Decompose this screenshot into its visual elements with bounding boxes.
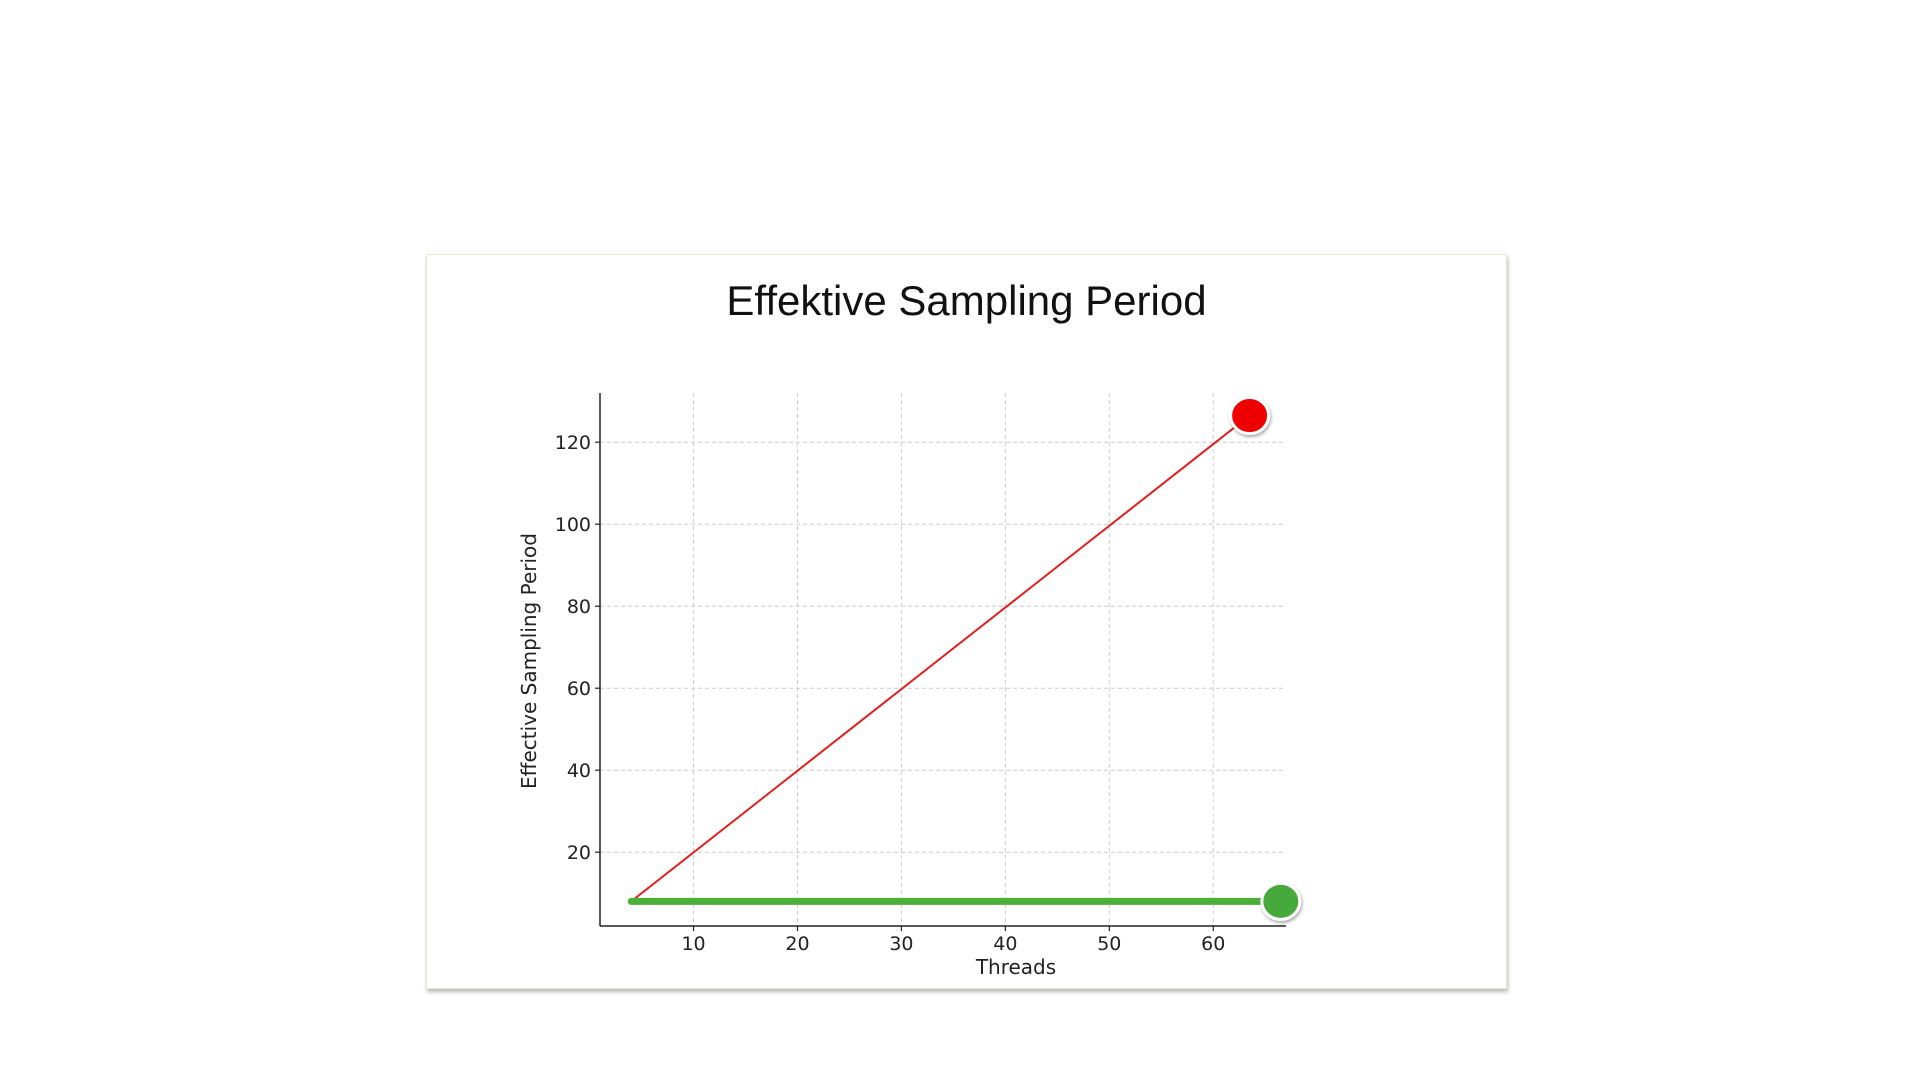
x-tick-label: 10 — [681, 933, 705, 955]
x-axis-label: Threads — [975, 955, 1056, 979]
y-tick-label: 80 — [567, 596, 591, 618]
x-tick-label: 50 — [1097, 933, 1121, 955]
y-tick-label: 60 — [567, 678, 591, 700]
y-tick-label: 40 — [567, 760, 591, 782]
x-tick-label: 30 — [889, 933, 913, 955]
end-marker-2 — [1260, 881, 1302, 921]
series-group — [627, 414, 1285, 905]
y-axis-label: Effective Sampling Period — [517, 533, 541, 789]
y-tick-label: 100 — [555, 514, 591, 536]
axes: 10 20 30 40 50 60 20 40 60 80 100 120 — [555, 393, 1286, 955]
chart-card: Effektive Sampling Period 10 20 30 40 50 60 20… — [426, 254, 1507, 989]
chart-title: Effektive Sampling Period — [726, 277, 1207, 324]
y-tick-label: 120 — [555, 432, 591, 454]
grid — [600, 393, 1286, 926]
axis-labels: Threads Effective Sampling Period — [517, 533, 1056, 979]
end-markers — [1229, 396, 1302, 921]
series-line-1 — [630, 414, 1251, 903]
y-tick-label: 20 — [567, 842, 591, 864]
x-tick-label: 40 — [993, 933, 1017, 955]
end-marker-1 — [1229, 396, 1271, 436]
line-chart: 10 20 30 40 50 60 20 40 60 80 100 120 Threads Effec… — [517, 393, 1302, 979]
x-tick-label: 60 — [1201, 933, 1225, 955]
x-tick-label: 20 — [785, 933, 809, 955]
